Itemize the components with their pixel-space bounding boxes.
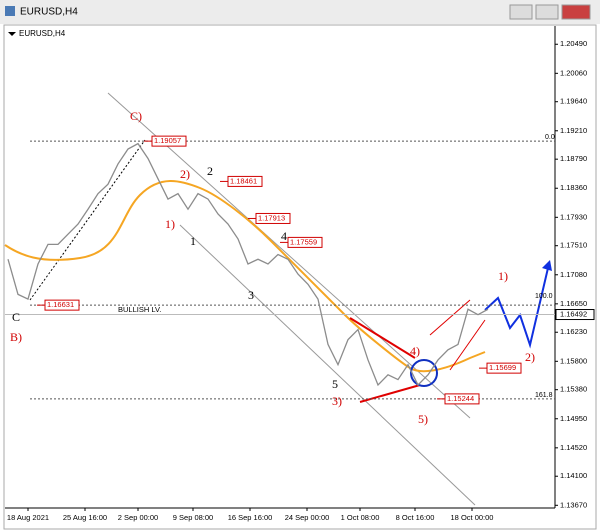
y-tick-label: 1.18790 [560,154,587,163]
wave-label: 5) [418,412,428,426]
wave-label: 3) [332,394,342,408]
x-tick-label: 2 Sep 00:00 [118,513,158,522]
wave-label: 3 [248,288,254,302]
y-tick-label: 1.14100 [560,471,587,480]
window-title: EURUSD,H4 [20,7,78,18]
wave-label: 1) [165,217,175,231]
y-tick-label: 1.19210 [560,126,587,135]
y-tick-label: 1.19640 [560,97,587,106]
y-tick-label: 1.14520 [560,443,587,452]
price-box [444,393,480,405]
x-tick-label: 8 Oct 16:00 [396,513,435,522]
price-box [255,212,291,224]
y-tick-label: 1.15380 [560,385,587,394]
wave-label: C) [130,109,142,123]
y-tick-label: 1.16650 [560,299,587,308]
chart-border [3,24,597,530]
channel-line [179,224,476,506]
x-tick-label: 16 Sep 16:00 [228,513,273,522]
maximize-button[interactable] [535,4,559,20]
title-bar [0,0,600,24]
price-box [227,175,263,187]
y-tick-label: 1.16230 [560,327,587,336]
wave-label: 4 [281,229,287,243]
wave-label: 4) [410,344,420,358]
price-label: 1.16631 [47,300,74,309]
wave-label: B) [10,330,22,344]
wave-label: 2 [207,164,213,178]
price-label: 1.17913 [258,213,285,222]
close-button[interactable] [561,4,591,20]
projection-path [484,267,549,349]
chart-symbol: EURUSD,H4 [19,29,66,38]
y-tick-label: 1.20060 [560,68,587,77]
level-annotation: BULLISH LV. [118,305,161,314]
fib-label: 0.0 [545,134,555,141]
price-box [151,135,187,147]
trend-line [349,317,416,359]
price-line [7,142,489,387]
wave-label: 5 [332,377,338,391]
x-tick-label: 9 Sep 08:00 [173,513,213,522]
y-tick-label: 1.14950 [560,414,587,423]
symbol-marker [8,32,16,36]
wave-label: C [12,310,20,324]
price-label: 1.18461 [230,176,257,185]
price-label: 1.15244 [447,394,474,403]
price-box [44,299,80,311]
x-tick-label: 25 Aug 16:00 [63,513,107,522]
y-tick-label: 1.17930 [560,212,587,221]
y-tick-label: 1.20490 [560,39,587,48]
price-box [486,362,522,374]
y-tick-label: 1.13670 [560,500,587,509]
y-tick-label: 1.18360 [560,183,587,192]
wave-line [29,139,146,301]
window-icon [5,6,15,16]
current-price-box [555,309,595,321]
y-tick-label: 1.15800 [560,356,587,365]
highlight-circle [410,359,438,387]
minimize-button[interactable] [509,4,533,20]
x-tick-label: 18 Oct 00:00 [451,513,494,522]
price-label: 1.15699 [489,363,516,372]
fib-label: 100.0 [535,293,553,300]
wave-label: 1 [190,234,196,248]
wave-label: 1) [498,269,508,283]
x-tick-label: 18 Aug 2021 [7,513,49,522]
current-price-label: 1.16492 [560,310,587,319]
price-label: 1.17559 [290,237,317,246]
channel-line [107,92,471,419]
projection-arrow [542,260,552,271]
trend-line [449,319,486,371]
wave-label: 2) [180,167,190,181]
price-label: 1.19057 [154,136,181,145]
trend-line [429,299,471,336]
x-tick-label: 24 Sep 00:00 [285,513,330,522]
wave-label: 2) [525,350,535,364]
moving-average [4,180,486,373]
fib-label: 161.8 [535,392,553,399]
y-tick-label: 1.17510 [560,241,587,250]
y-tick-label: 1.17080 [560,270,587,279]
price-box [287,236,323,248]
x-tick-label: 1 Oct 08:00 [341,513,380,522]
